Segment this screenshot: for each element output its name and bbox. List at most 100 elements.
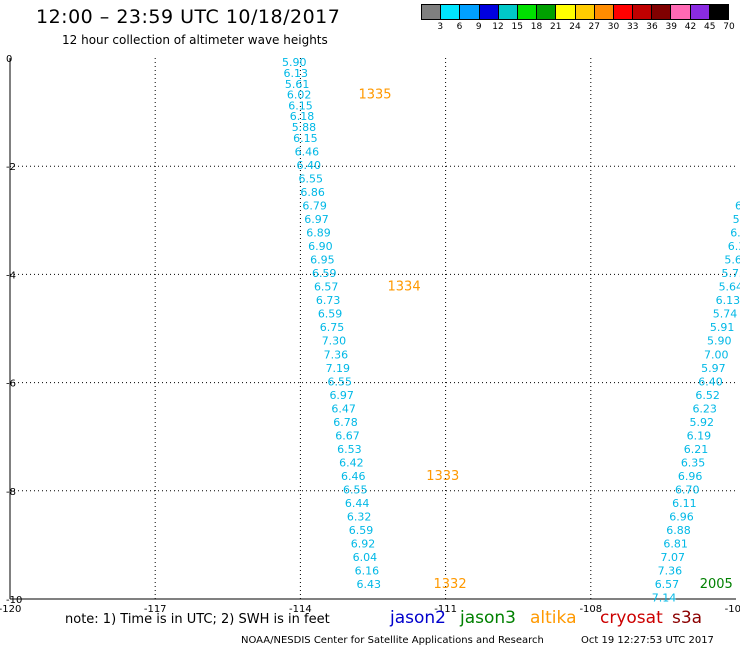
colorbar-label: 12 <box>492 22 504 32</box>
swh-point-label: 6.86 <box>300 186 325 199</box>
page-subtitle: 12 hour collection of altimeter wave hei… <box>62 33 328 47</box>
swh-point-label: 5.62 <box>724 254 740 267</box>
colorbar-swatch <box>690 5 710 19</box>
swh-point-label: 7.36 <box>658 565 683 578</box>
colorbar-label: 30 <box>607 22 620 32</box>
y-tick-label: 0 <box>6 54 12 65</box>
swh-point-label: 6.81 <box>663 538 688 551</box>
swh-point-label: 6.46 <box>341 470 366 483</box>
swh-point-label: 6.18 <box>290 110 315 123</box>
swh-point-label: 6.04 <box>353 551 378 564</box>
swh-point-label: 6.42 <box>339 456 364 469</box>
axis-ticks: -120 -117 -114 -111 -108 -105 0 -2 -4 -6 -8 -10 <box>0 54 740 615</box>
swh-point-label: 7.36 <box>324 348 349 361</box>
swh-point-label: 6.52 <box>695 389 720 402</box>
legend-s3a: s3a <box>672 608 703 628</box>
x-tick-label: -108 <box>579 604 602 615</box>
colorbar-swatch <box>422 5 442 19</box>
x-tick-label: -117 <box>144 604 167 615</box>
swh-point-label: 6.70 <box>675 484 700 497</box>
footer-credit: NOAA/NESDIS Center for Satellite Applica… <box>241 635 544 646</box>
colorbar-swatch <box>652 5 672 19</box>
swh-point-label: 6.53 <box>337 443 362 456</box>
colorbar-swatch <box>613 5 634 19</box>
swh-point-label: 5.91 <box>710 321 735 334</box>
x-tick-label: -120 <box>0 604 21 615</box>
swh-point-label: 5.73 <box>721 267 740 280</box>
y-tick-label: -10 <box>6 595 22 606</box>
pass-number-label: 1333 <box>426 469 459 484</box>
colorbar-swatches <box>421 4 729 20</box>
swh-point-label: 6.02 <box>287 89 312 102</box>
swh-point-label: 6.15 <box>288 99 313 112</box>
colorbar-label: 9 <box>475 22 482 32</box>
swh-point-label: 6.88 <box>666 524 691 537</box>
swh-point-label: 6.15 <box>293 132 318 145</box>
swh-point-label: 5.97 <box>701 362 726 375</box>
swh-point-label: 6.19 <box>687 429 712 442</box>
colorbar-label: 70 <box>723 22 735 32</box>
colorbar-label: 36 <box>646 22 658 32</box>
pass-number-label: 2005 <box>700 577 733 592</box>
swh-point-label: 6.95 <box>310 254 335 267</box>
swh-point-label: 6.59 <box>349 524 374 537</box>
colorbar-label: 42 <box>684 22 697 32</box>
footer-timestamp: Oct 19 12:27:53 UTC 2017 <box>581 635 714 646</box>
colorbar-swatch <box>498 5 518 19</box>
swh-point-label: 6.11 <box>672 497 697 510</box>
swh-point-label: 6.32 <box>347 511 372 524</box>
legend-altika: altika <box>530 608 577 628</box>
swh-point-label: 6.55 <box>298 172 323 185</box>
x-tick-label: -111 <box>434 604 457 615</box>
swh-point-label: 6.44 <box>345 497 370 510</box>
y-tick-label: -6 <box>6 379 16 390</box>
swh-point-label: 6.47 <box>331 402 356 415</box>
colorbar-swatch <box>671 5 691 19</box>
page-title: 12:00 – 23:59 UTC 10/18/2017 <box>36 6 341 28</box>
swh-point-label: 6.97 <box>329 389 354 402</box>
y-tick-label: -2 <box>6 162 16 173</box>
swh-point-label: 6.40 <box>297 159 322 172</box>
swh-point-label: 6.67 <box>335 429 360 442</box>
swh-point-label: 6.16 <box>355 565 380 578</box>
swh-point-label: 6.89 <box>306 227 331 240</box>
swh-point-label: 6.57 <box>655 578 680 591</box>
legend-jason2: jason2 <box>390 608 446 628</box>
legend-cryosat: cryosat <box>600 608 663 628</box>
swh-point-label: 7.00 <box>704 348 729 361</box>
swh-point-label: 5.64 <box>719 281 740 294</box>
swh-point-label: 6.35 <box>681 456 706 469</box>
swh-point-label: 6.4 <box>735 199 740 212</box>
colorbar-label: 45 <box>704 22 716 32</box>
colorbar-swatch <box>517 5 538 19</box>
x-tick-label: -114 <box>289 604 312 615</box>
swh-point-label: 6.40 <box>698 375 723 388</box>
colorbar-swatch <box>709 5 728 19</box>
swh-point-label: 6.46 <box>295 145 320 158</box>
swh-point-label: 6.78 <box>333 416 358 429</box>
colorbar-swatch <box>441 5 461 19</box>
data-marks: 5.906.135.616.026.156.185.886.156.466.40… <box>282 56 740 605</box>
colorbar-swatch <box>594 5 614 19</box>
swh-point-label: 5.88 <box>292 121 317 134</box>
swh-point-label: 6.23 <box>692 402 717 415</box>
colorbar-swatch <box>460 5 480 19</box>
swh-point-label: 5.8 <box>733 213 740 226</box>
swh-point-label: 6.02 <box>730 227 740 240</box>
pass-number-label: 1335 <box>358 88 391 103</box>
swh-point-label: 6.55 <box>343 484 368 497</box>
pass-number-label: 1332 <box>434 577 467 592</box>
colorbar-label: 24 <box>569 22 581 32</box>
legend-jason3: jason3 <box>460 608 516 628</box>
colorbar-swatch <box>556 5 576 19</box>
swh-point-label: 6.43 <box>357 578 382 591</box>
x-tick-label: -105 <box>725 604 740 615</box>
swh-point-label: 6.90 <box>308 240 333 253</box>
swh-point-label: 5.90 <box>707 335 732 348</box>
swh-point-label: 6.13 <box>283 67 308 80</box>
swh-point-label: 5.92 <box>690 416 715 429</box>
swh-point-label: 6.59 <box>312 267 337 280</box>
swh-point-label: 6.92 <box>351 538 376 551</box>
